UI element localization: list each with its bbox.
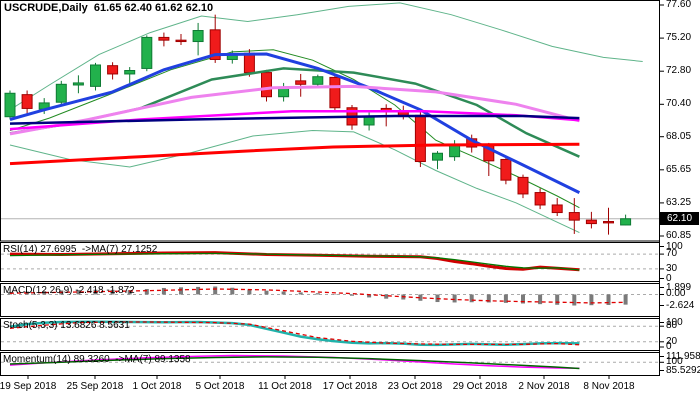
candle-body [551,204,563,214]
current-price-badge: 62.10 [660,212,699,226]
date-tick-label: 11 Oct 2018 [258,381,312,392]
candle-body [312,76,324,85]
date-tick-label: 2 Nov 2018 [518,381,570,392]
candle-body [329,76,341,109]
date-tick-label: 8 Nov 2018 [583,381,635,392]
candle-body [72,82,84,86]
band-lower [9,129,580,234]
macd-label: MACD(12,26,9) -2.418 -1.872 [3,285,135,296]
date-tick-label: 19 Sep 2018 [0,381,57,392]
rsi-ma [9,252,580,271]
candle-body [21,94,33,109]
candle-body [278,87,290,98]
ma-red [9,142,580,166]
candle-body [192,30,204,43]
candle-body [414,114,426,163]
stoch-tick-label: 20 [666,335,678,347]
macd-tick-label: 0.00 [666,288,686,300]
ma-magenta [9,109,580,131]
candle-body [175,39,187,43]
rsi-tick-label: 70 [666,248,678,260]
candle-body [124,70,136,75]
chart-title: USCRUDE,Daily 61.65 62.40 61.62 62.10 [4,2,214,14]
candle-body [4,92,16,118]
stoch-label: Stoch(5,3,3) 13.6826 8.5631 [3,320,130,331]
price-tick-label: 70.40 [666,98,692,110]
price-tick-label: 75.20 [666,32,692,44]
date-tick-label: 25 Sep 2018 [66,381,124,392]
date-tick-label: 17 Oct 2018 [322,381,378,392]
macd-tick-label: 1.899 [666,281,692,293]
ma-navy [9,114,580,125]
candle-body [432,152,443,161]
stoch-tick-label: 80 [666,320,678,332]
momentum-label: Momentum(14) 89.3260 ->MA(7) 89.1358 [3,354,191,365]
stoch-tick-label: 100 [666,316,683,328]
candle-body [141,36,153,69]
candle-body [295,80,307,85]
stoch-d [9,321,580,346]
momentum-tick-label: 100 [666,356,683,368]
candle-body [620,218,632,226]
rsi-tick-label: 0 [666,272,672,284]
candle-body [603,221,614,224]
price-tick-label: 72.80 [666,65,692,77]
candle-body [107,65,119,75]
rsi-tick-label: 30 [666,262,678,274]
price-tick-label: 63.25 [666,196,692,208]
date-tick-label: 1 Oct 2018 [132,381,182,392]
candle-body [500,158,512,181]
date-tick-label: 23 Oct 2018 [387,381,443,392]
candle-body [585,219,597,225]
macd-tick-label: -2.624 [666,299,695,311]
ma-violet [9,84,580,136]
price-tick-label: 77.60 [666,0,692,10]
date-tick-label: 29 Oct 2018 [452,381,508,392]
date-tick-label: 5 Oct 2018 [195,381,245,392]
candle-body [261,72,272,98]
band-upper [9,2,643,111]
candle-body [158,36,170,41]
candle-body [517,176,529,195]
price-tick-label: 68.05 [666,130,692,142]
candle-body [534,192,546,206]
price-tick-label: 65.65 [666,163,692,175]
rsi-tick-label: 100 [666,240,683,252]
candle-body [243,52,255,74]
candle-body [55,83,67,103]
candle-body [568,212,580,221]
candle-body [209,29,221,60]
candle-body [90,64,101,87]
momentum-tick-label: 85.5292 [666,364,700,376]
rsi-label: RSI(14) 27.6995 ->MA(7) 27.1252 [3,244,158,255]
price-tick-label: 60.85 [666,230,692,241]
momentum-ma [9,356,580,370]
momentum-tick-label: 111.9587 [666,350,700,362]
stoch-tick-label: 0 [666,341,672,352]
